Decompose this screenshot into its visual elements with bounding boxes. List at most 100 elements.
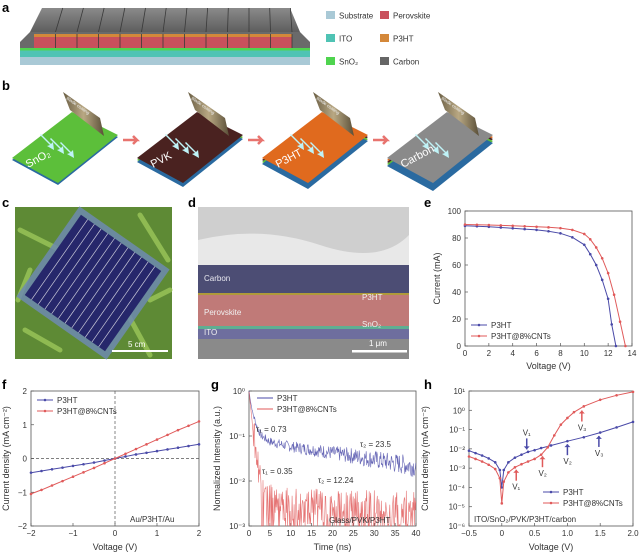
data-point: [493, 461, 497, 464]
scribe-line: [290, 7, 293, 33]
data-point: [571, 236, 574, 239]
data-point: [535, 228, 538, 232]
scale-bar: [112, 350, 168, 352]
cell-line: [91, 261, 149, 343]
data-point: [134, 447, 138, 451]
data-point: [82, 462, 85, 466]
panel-c: c 5 cm: [2, 195, 173, 360]
chart-g: 0 5 10 15 20 25 30 35 40 10⁻³ 10⁻² 10⁻¹ 10⁰ Time (ns)…: [212, 387, 421, 552]
flow-arrow-icon: [310, 142, 324, 158]
legend-label: SnO₂: [339, 58, 358, 67]
data-point: [71, 464, 75, 468]
cell-line: [71, 247, 129, 329]
legend-label: ITO: [339, 35, 352, 44]
data-point: [559, 231, 562, 235]
data-point: [533, 457, 536, 461]
data-point: [615, 393, 618, 397]
cell-line: [51, 233, 109, 315]
cell-line: [64, 242, 122, 324]
data-point: [71, 475, 75, 479]
data-point: [61, 479, 64, 483]
data-point: [566, 439, 569, 443]
panel-label-c: c: [2, 195, 9, 210]
x-tick-label: 8: [558, 349, 563, 358]
data-point: [606, 271, 610, 275]
x-axis-label: Time (ns): [314, 542, 352, 552]
data-point: [624, 344, 627, 348]
data-point: [520, 453, 523, 456]
y-tick-label: 10⁻³: [229, 522, 245, 531]
data-point: [507, 471, 510, 474]
data-point: [610, 323, 614, 326]
data-point: [571, 228, 574, 232]
data-point: [500, 486, 504, 489]
data-point: [520, 462, 523, 466]
series-line-P3HT: [248, 390, 417, 477]
x-axis-label: Voltage (V): [529, 542, 574, 552]
data-point: [61, 466, 64, 469]
data-point: [615, 426, 618, 429]
legend-swatch-ito: [326, 34, 335, 42]
substrate-layer: [20, 57, 310, 65]
legend-label: P3HT: [57, 396, 78, 405]
data-point: [82, 471, 85, 474]
scribe-line: [162, 7, 167, 33]
scribe-line: [205, 7, 208, 33]
data-point: [176, 446, 180, 450]
data-point: [614, 344, 618, 348]
data-point: [40, 488, 43, 492]
y-tick-label: 10⁻⁵: [449, 503, 465, 512]
x-tick-label: −2: [26, 529, 36, 538]
data-point: [134, 453, 138, 456]
cell-line: [44, 228, 102, 310]
plot-frame: [464, 210, 633, 347]
legend-label: P3HT@8%CNTs: [491, 332, 551, 341]
marker-arrowhead-icon: [564, 444, 571, 448]
legend-label: P3HT: [277, 394, 298, 403]
y-axis-label: Current density (mA cm⁻²): [420, 406, 430, 511]
data-point: [155, 449, 159, 453]
ito-layer: [20, 50, 310, 57]
data-point: [29, 492, 33, 496]
x-tick-label: 35: [391, 529, 400, 538]
x-tick-label: 15: [307, 529, 316, 538]
legend-marker: [549, 501, 553, 505]
x-tick-label: 1: [155, 529, 160, 538]
y-tick-label: 10⁻³: [449, 464, 465, 473]
y-tick-label: 10⁰: [453, 406, 465, 415]
layer-label-carbon: Carbon: [204, 274, 230, 283]
y-tick-label: 80: [452, 234, 461, 243]
legend-label: Carbon: [393, 58, 419, 67]
x-tick-label: 10: [580, 349, 589, 358]
legend-swatch-substrate: [326, 11, 335, 19]
x-tick-label: 40: [412, 529, 421, 538]
y-tick-label: 10⁰: [233, 387, 245, 396]
cell-line: [98, 266, 156, 347]
y-tick-label: 20: [452, 315, 461, 324]
x-tick-label: 30: [370, 529, 379, 538]
data-point: [582, 435, 586, 439]
panel-a: a Substrate ITO SnO₂ Perovskite P3HT Carbon: [2, 0, 431, 67]
series-line-P3HT@8%CNTs: [468, 391, 634, 504]
legend-marker: [43, 409, 47, 413]
marker-arrowhead-icon: [513, 469, 520, 473]
process-arrow-icon: [373, 135, 391, 145]
data-point: [502, 480, 506, 483]
legend-label: P3HT@8%CNTs: [277, 405, 337, 414]
data-point: [499, 226, 503, 229]
layer-label-p3ht: P3HT: [362, 293, 383, 302]
data-point: [498, 476, 502, 480]
scribe-line: [184, 7, 188, 33]
data-point: [539, 446, 543, 450]
marker-arrowhead-icon: [523, 446, 530, 450]
legend-swatch-carbon: [380, 57, 389, 65]
flow-arrow-icon: [435, 142, 449, 158]
data-point: [197, 420, 201, 423]
data-point: [533, 448, 536, 452]
legend-label: P3HT: [393, 35, 414, 44]
data-point: [598, 398, 602, 402]
marker-arrowhead-icon: [595, 435, 602, 439]
